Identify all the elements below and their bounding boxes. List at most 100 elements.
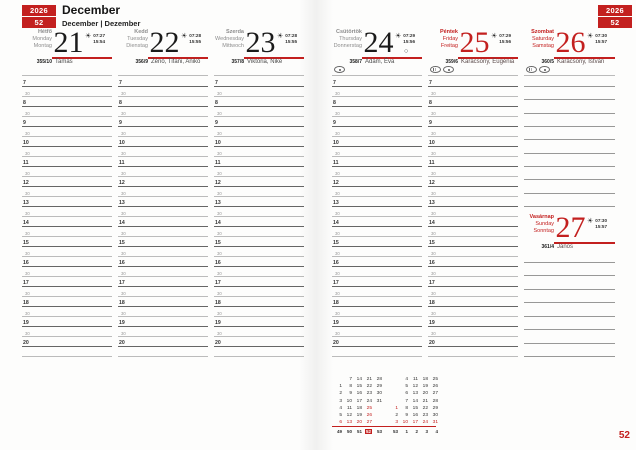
half-hour-label: 30 bbox=[25, 331, 30, 336]
mini-cal-day: 13 bbox=[412, 391, 418, 397]
ruled-line bbox=[428, 216, 518, 217]
ruled-line bbox=[332, 336, 422, 337]
sun-info: ☀ 07:30 15:57 bbox=[587, 218, 607, 230]
half-hour-label: 30 bbox=[217, 331, 222, 336]
ruled-line bbox=[428, 236, 518, 237]
day-of-year: 360/5 bbox=[541, 59, 554, 65]
header-underline bbox=[148, 57, 208, 59]
half-hour-label: 30 bbox=[217, 151, 222, 156]
half-hour-label: 30 bbox=[121, 291, 126, 296]
ruled-line bbox=[118, 326, 208, 327]
half-hour-label: 30 bbox=[25, 91, 30, 96]
hour-label: 16 bbox=[429, 260, 435, 266]
sunrise-time: 07:28 bbox=[285, 33, 298, 38]
day-header: Szerda Wednesday Mittwoch 23 ☀ 07:28 15:55 357/… bbox=[214, 28, 304, 78]
ruled-line bbox=[214, 226, 304, 227]
half-hour-label: 30 bbox=[335, 311, 340, 316]
mini-cal-day: 16 bbox=[356, 391, 362, 397]
mini-cal-day: 31 bbox=[432, 420, 438, 426]
mini-cal-day: 10 bbox=[346, 398, 352, 404]
ruled-line bbox=[22, 136, 112, 137]
mini-cal-day: 17 bbox=[412, 420, 418, 426]
ruled-line bbox=[332, 75, 422, 76]
ruled-line bbox=[118, 106, 208, 107]
ruled-line bbox=[118, 156, 208, 157]
weekday-names: Vasárnap Sunday Sonntag bbox=[524, 214, 554, 234]
mini-cal-day: 13 bbox=[346, 420, 352, 426]
weekday-names: Szombat Saturday Samstag bbox=[524, 29, 554, 49]
ruled-line bbox=[118, 256, 208, 257]
hour-label: 8 bbox=[215, 100, 218, 106]
mini-cal-day: 29 bbox=[376, 384, 382, 390]
mini-cal-day: 6 bbox=[339, 420, 342, 426]
hour-label: 17 bbox=[429, 280, 435, 286]
half-hour-label: 30 bbox=[25, 151, 30, 156]
ruled-line bbox=[214, 86, 304, 87]
hour-label: 9 bbox=[429, 120, 432, 126]
ruled-line bbox=[214, 246, 304, 247]
hour-label: 18 bbox=[119, 300, 125, 306]
holiday-markers bbox=[526, 66, 550, 73]
ruled-line bbox=[118, 356, 208, 357]
hour-label: 9 bbox=[333, 120, 336, 126]
ruled-line bbox=[118, 336, 208, 337]
ruled-line bbox=[332, 266, 422, 267]
hour-label: 9 bbox=[119, 120, 122, 126]
ruled-line bbox=[214, 346, 304, 347]
mini-cal-week-number: 3 bbox=[425, 429, 428, 434]
mini-cal-week-number: 4 bbox=[435, 429, 438, 434]
half-hour-label: 30 bbox=[431, 111, 436, 116]
hour-label: 15 bbox=[23, 240, 29, 246]
ruled-line bbox=[118, 146, 208, 147]
half-hour-label: 30 bbox=[25, 271, 30, 276]
sunrise-time: 07:27 bbox=[93, 33, 106, 38]
hour-label: 14 bbox=[333, 220, 339, 226]
weekday-name: Kedd bbox=[134, 29, 148, 35]
ruled-line bbox=[524, 275, 615, 277]
weekday-name: Monday bbox=[32, 35, 52, 42]
ruled-line bbox=[332, 186, 422, 187]
ruled-line bbox=[214, 196, 304, 197]
mini-cal-day: 21 bbox=[366, 377, 372, 382]
month-header: December December | Dezember bbox=[62, 3, 140, 28]
hour-label: 8 bbox=[23, 100, 26, 106]
day-column-23: Szerda Wednesday Mittwoch 23 ☀ 07:28 15:55 357/… bbox=[214, 28, 304, 368]
half-hour-label: 30 bbox=[431, 171, 436, 176]
day-column-26: Szombat Saturday Samstag 26 ☀ 07:30 15:57 360/5… bbox=[524, 28, 615, 368]
weekday-name: Wednesday bbox=[215, 35, 244, 42]
hour-label: 11 bbox=[333, 160, 339, 166]
day-of-year: 359/6 bbox=[445, 59, 458, 65]
hour-label: 12 bbox=[333, 180, 339, 186]
ruled-line bbox=[22, 176, 112, 177]
month-subtitle: December | Dezember bbox=[62, 19, 141, 28]
ruled-line bbox=[118, 75, 208, 76]
half-hour-label: 30 bbox=[431, 231, 436, 236]
ruled-line bbox=[22, 156, 112, 157]
ruled-line bbox=[524, 75, 615, 76]
weekday-names: Szerda Wednesday Mittwoch bbox=[214, 29, 244, 49]
ruled-line bbox=[118, 166, 208, 167]
ruled-line bbox=[118, 116, 208, 117]
day-number: 26 bbox=[555, 26, 586, 59]
ruled-line bbox=[428, 146, 518, 147]
sun-icon: ☀ bbox=[491, 33, 498, 40]
sun-info: ☀ 07:30 15:57 bbox=[587, 33, 607, 45]
mini-cal-week-number: 49 bbox=[336, 429, 342, 434]
sun-icon: ☀ bbox=[85, 33, 92, 40]
ruled-line bbox=[214, 106, 304, 107]
hour-label: 8 bbox=[333, 100, 336, 106]
half-hour-label: 30 bbox=[335, 131, 340, 136]
ellipse-dot-icon bbox=[539, 66, 550, 73]
top-right-corner: 2026 52 bbox=[598, 5, 632, 29]
sunrise-sunset: 07:30 15:57 bbox=[595, 218, 607, 230]
ruled-line bbox=[332, 226, 422, 227]
weekday-name: Donnerstag bbox=[333, 42, 362, 49]
week-badge: 52 bbox=[598, 17, 632, 28]
hour-label: 19 bbox=[23, 320, 29, 326]
hour-label: 15 bbox=[333, 240, 339, 246]
mini-cal-day: 22 bbox=[366, 384, 372, 390]
ruled-line bbox=[118, 316, 208, 317]
day-number: 27 bbox=[555, 211, 586, 244]
hour-label: 11 bbox=[119, 160, 125, 166]
hour-label: 18 bbox=[333, 300, 339, 306]
